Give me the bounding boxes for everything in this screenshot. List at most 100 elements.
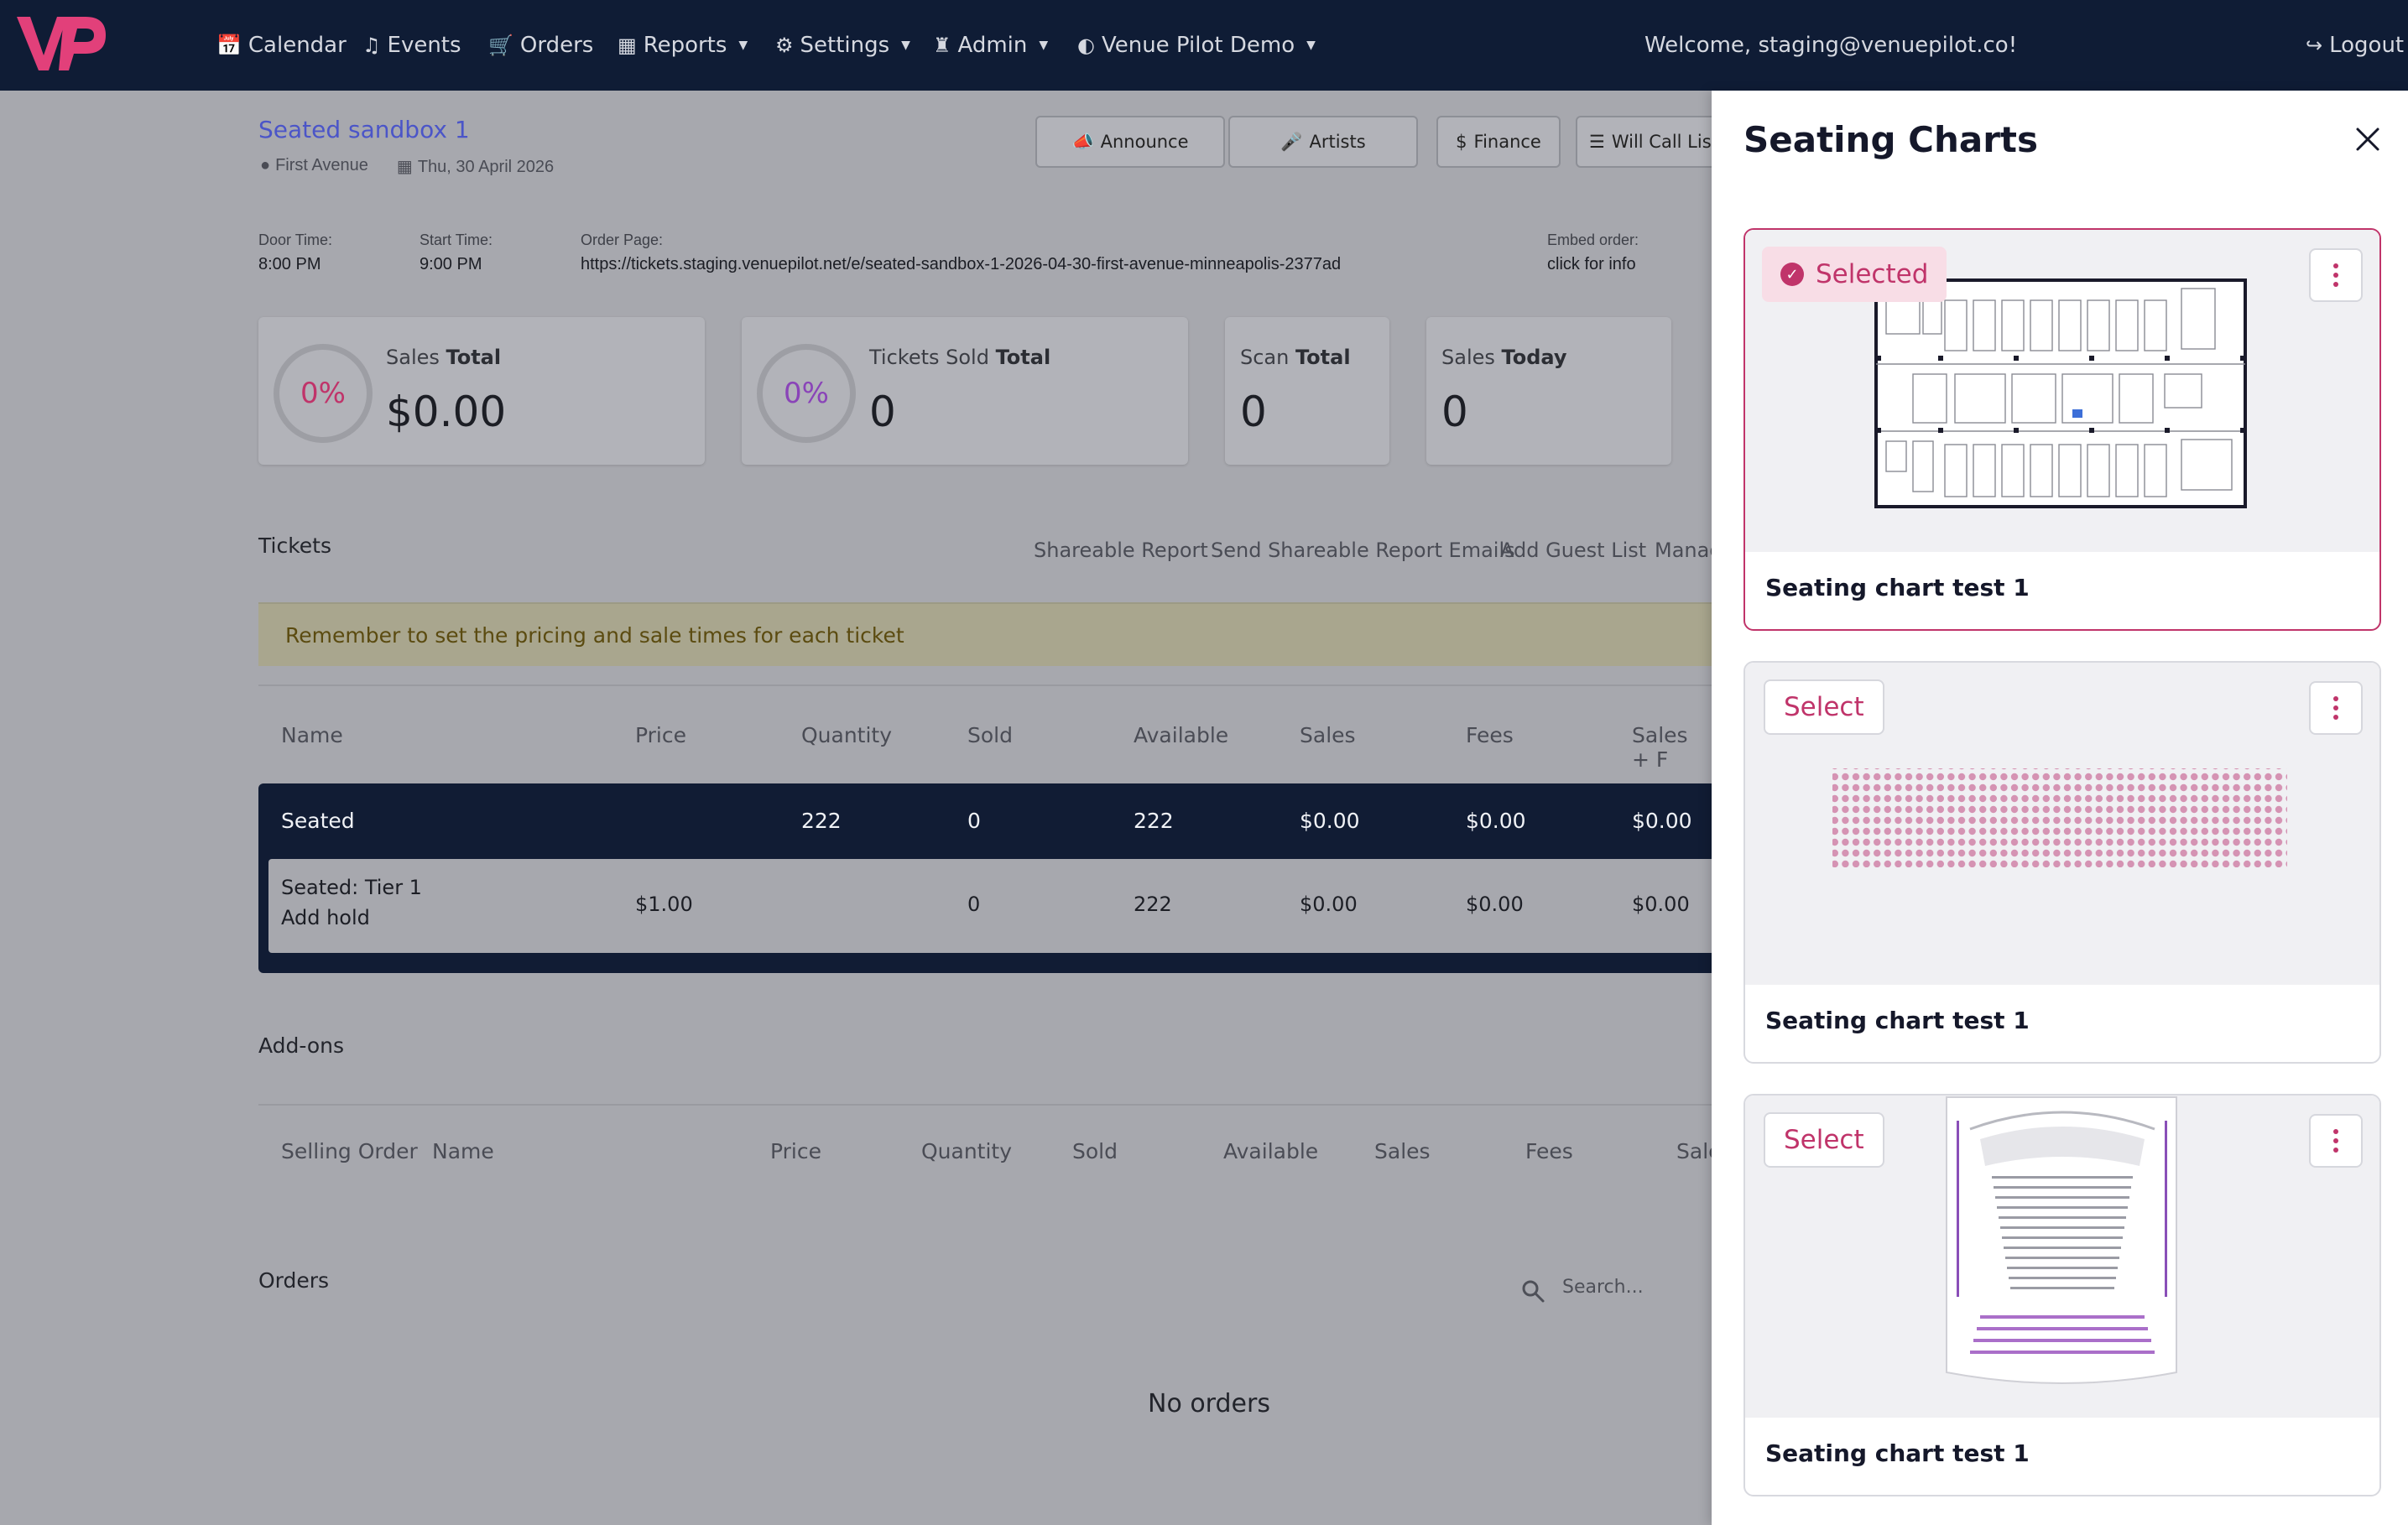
event-date: Thu, 30 April 2026 xyxy=(417,158,555,176)
nav-reports[interactable]: ▦ Reports ▼ xyxy=(618,29,748,62)
send-shareable-report-link[interactable]: Send Shareable Report Emails xyxy=(1211,539,1515,562)
stat-label-text: Sales xyxy=(386,346,440,369)
group-sales: $0.00 xyxy=(1300,809,1360,833)
door-time-label: Door Time: xyxy=(258,232,333,248)
panel-title: Seating Charts xyxy=(1743,119,2038,160)
stat-value: $0.00 xyxy=(386,388,507,436)
stat-label-text: Tickets Sold xyxy=(869,346,989,369)
select-button[interactable]: Select xyxy=(1764,1112,1884,1168)
chart-preview-image xyxy=(1745,230,2379,552)
chevron-down-icon: ▼ xyxy=(1039,39,1049,52)
calendar-icon: ▦ xyxy=(396,158,413,176)
nav-calendar-label: Calendar xyxy=(248,33,347,58)
group-available: 222 xyxy=(1134,809,1174,833)
stat-card-sales-today: Sales Today 0 xyxy=(1426,317,1671,465)
nav-admin-label: Admin xyxy=(957,33,1028,58)
group-sold: 0 xyxy=(967,809,981,833)
chevron-down-icon: ▼ xyxy=(738,39,748,52)
add-guest-list-link[interactable]: Add Guest List xyxy=(1500,539,1647,562)
will-call-button[interactable]: ☰ Will Call List xyxy=(1576,116,1712,168)
start-time: 9:00 PM xyxy=(420,255,482,273)
tier-available: 222 xyxy=(1134,893,1172,916)
col-sales-fees: Sale xyxy=(1676,1139,1712,1163)
col-quantity: Quantity xyxy=(801,723,893,747)
nav-orders-label: Orders xyxy=(519,33,594,58)
group-name: Seated xyxy=(281,809,355,833)
stat-label-bold: Today xyxy=(1501,346,1567,369)
progress-percent: 0% xyxy=(300,377,346,410)
col-price: Price xyxy=(635,723,686,747)
megaphone-icon: 📣 xyxy=(1071,131,1094,152)
event-title[interactable]: Seated sandbox 1 xyxy=(258,116,470,143)
will-call-label: Will Call List xyxy=(1611,132,1712,152)
add-hold-link[interactable]: Add hold xyxy=(281,906,370,929)
stat-label: Sales Total xyxy=(386,346,501,369)
addons-title: Add-ons xyxy=(258,1033,345,1058)
event-venue: First Avenue xyxy=(275,156,368,174)
nav-events[interactable]: ♫ Events xyxy=(362,29,461,62)
dollar-icon: $ xyxy=(1456,132,1467,152)
order-page-link[interactable]: https://tickets.staging.venuepilot.net/e… xyxy=(581,255,1342,273)
announce-label: Announce xyxy=(1100,132,1189,152)
nav-settings[interactable]: ⚙ Settings ▼ xyxy=(775,29,910,62)
more-options-button[interactable] xyxy=(2309,681,2363,735)
finance-button[interactable]: $ Finance xyxy=(1436,116,1561,168)
artists-button[interactable]: 🎤 Artists xyxy=(1228,116,1418,168)
theater-preview xyxy=(1946,1096,2177,1384)
ticket-group-row[interactable]: Seated 222 0 222 $0.00 $0.00 $0.00 xyxy=(258,783,1712,856)
nav-calendar[interactable]: 📅 Calendar xyxy=(216,29,347,62)
seating-chart-card[interactable]: ✓ Selected Seating chart test 1 xyxy=(1743,228,2381,631)
orders-title: Orders xyxy=(258,1268,330,1293)
chart-name: Seating chart test 1 xyxy=(1765,574,2030,601)
shareable-report-link[interactable]: Shareable Report xyxy=(1034,539,1208,562)
col-price: Price xyxy=(770,1139,821,1163)
list-icon: ☰ xyxy=(1589,132,1605,152)
nav-admin[interactable]: ♜ Admin ▼ xyxy=(933,29,1048,62)
nav-venue[interactable]: ◐ Venue Pilot Demo ▼ xyxy=(1077,29,1316,62)
divider xyxy=(258,1104,1712,1106)
logout-icon: ↪ xyxy=(2306,34,2323,57)
orders-search-input[interactable]: Search... xyxy=(1562,1277,1644,1298)
col-sales: Sales xyxy=(1300,723,1356,747)
logout-label: Logout xyxy=(2329,33,2405,58)
stat-label-bold: Total xyxy=(446,346,502,369)
more-options-button[interactable] xyxy=(2309,1114,2363,1168)
col-sales: Sales xyxy=(1374,1139,1431,1163)
nav-orders[interactable]: 🛒 Orders xyxy=(488,29,593,62)
close-icon[interactable] xyxy=(2349,121,2386,158)
half-circle-icon: ◐ xyxy=(1077,34,1095,57)
stat-card-tickets-sold: 0% Tickets Sold Total 0 xyxy=(742,317,1188,465)
chevron-down-icon: ▼ xyxy=(901,39,910,52)
stat-value: 0 xyxy=(869,388,896,436)
col-name: Name xyxy=(432,1139,494,1163)
more-options-button[interactable] xyxy=(2309,248,2363,302)
chess-icon: ♜ xyxy=(933,34,951,57)
ticket-tier-row[interactable]: Seated: Tier 1 Add hold $1.00 0 222 $0.0… xyxy=(268,859,1712,953)
logout-link[interactable]: ↪ Logout xyxy=(2306,29,2404,62)
seating-chart-card[interactable]: Select Seating chart test 1 xyxy=(1743,661,2381,1064)
progress-percent: 0% xyxy=(784,377,829,410)
stat-label: Tickets Sold Total xyxy=(869,346,1050,369)
progress-ring: 0% xyxy=(757,344,856,443)
nav-reports-label: Reports xyxy=(643,33,727,58)
announce-button[interactable]: 📣 Announce xyxy=(1035,116,1225,168)
floorplan-preview xyxy=(1874,278,2247,508)
col-fees: Fees xyxy=(1525,1139,1573,1163)
venuepilot-logo[interactable] xyxy=(15,12,109,75)
order-page-label: Order Page: xyxy=(581,232,664,248)
event-meta: ● First Avenue ▦ Thu, 30 April 2026 xyxy=(260,156,554,177)
manage-link[interactable]: Manag xyxy=(1655,539,1712,562)
col-sold: Sold xyxy=(967,723,1013,747)
embed-order-link[interactable]: click for info xyxy=(1547,255,1636,273)
select-button[interactable]: Select xyxy=(1764,679,1884,735)
progress-ring: 0% xyxy=(274,344,373,443)
map-pin-icon: ● xyxy=(260,156,271,174)
embed-order-label: Embed order: xyxy=(1547,232,1639,248)
seating-chart-card[interactable]: Select Seating chart test 1 xyxy=(1743,1094,2381,1496)
start-time-label: Start Time: xyxy=(420,232,493,248)
seating-charts-panel: Seating Charts xyxy=(1712,91,2408,1525)
stat-label-bold: Total xyxy=(1295,346,1351,369)
search-icon xyxy=(1522,1280,1545,1303)
col-available: Available xyxy=(1134,723,1229,747)
col-quantity: Quantity xyxy=(921,1139,1013,1163)
